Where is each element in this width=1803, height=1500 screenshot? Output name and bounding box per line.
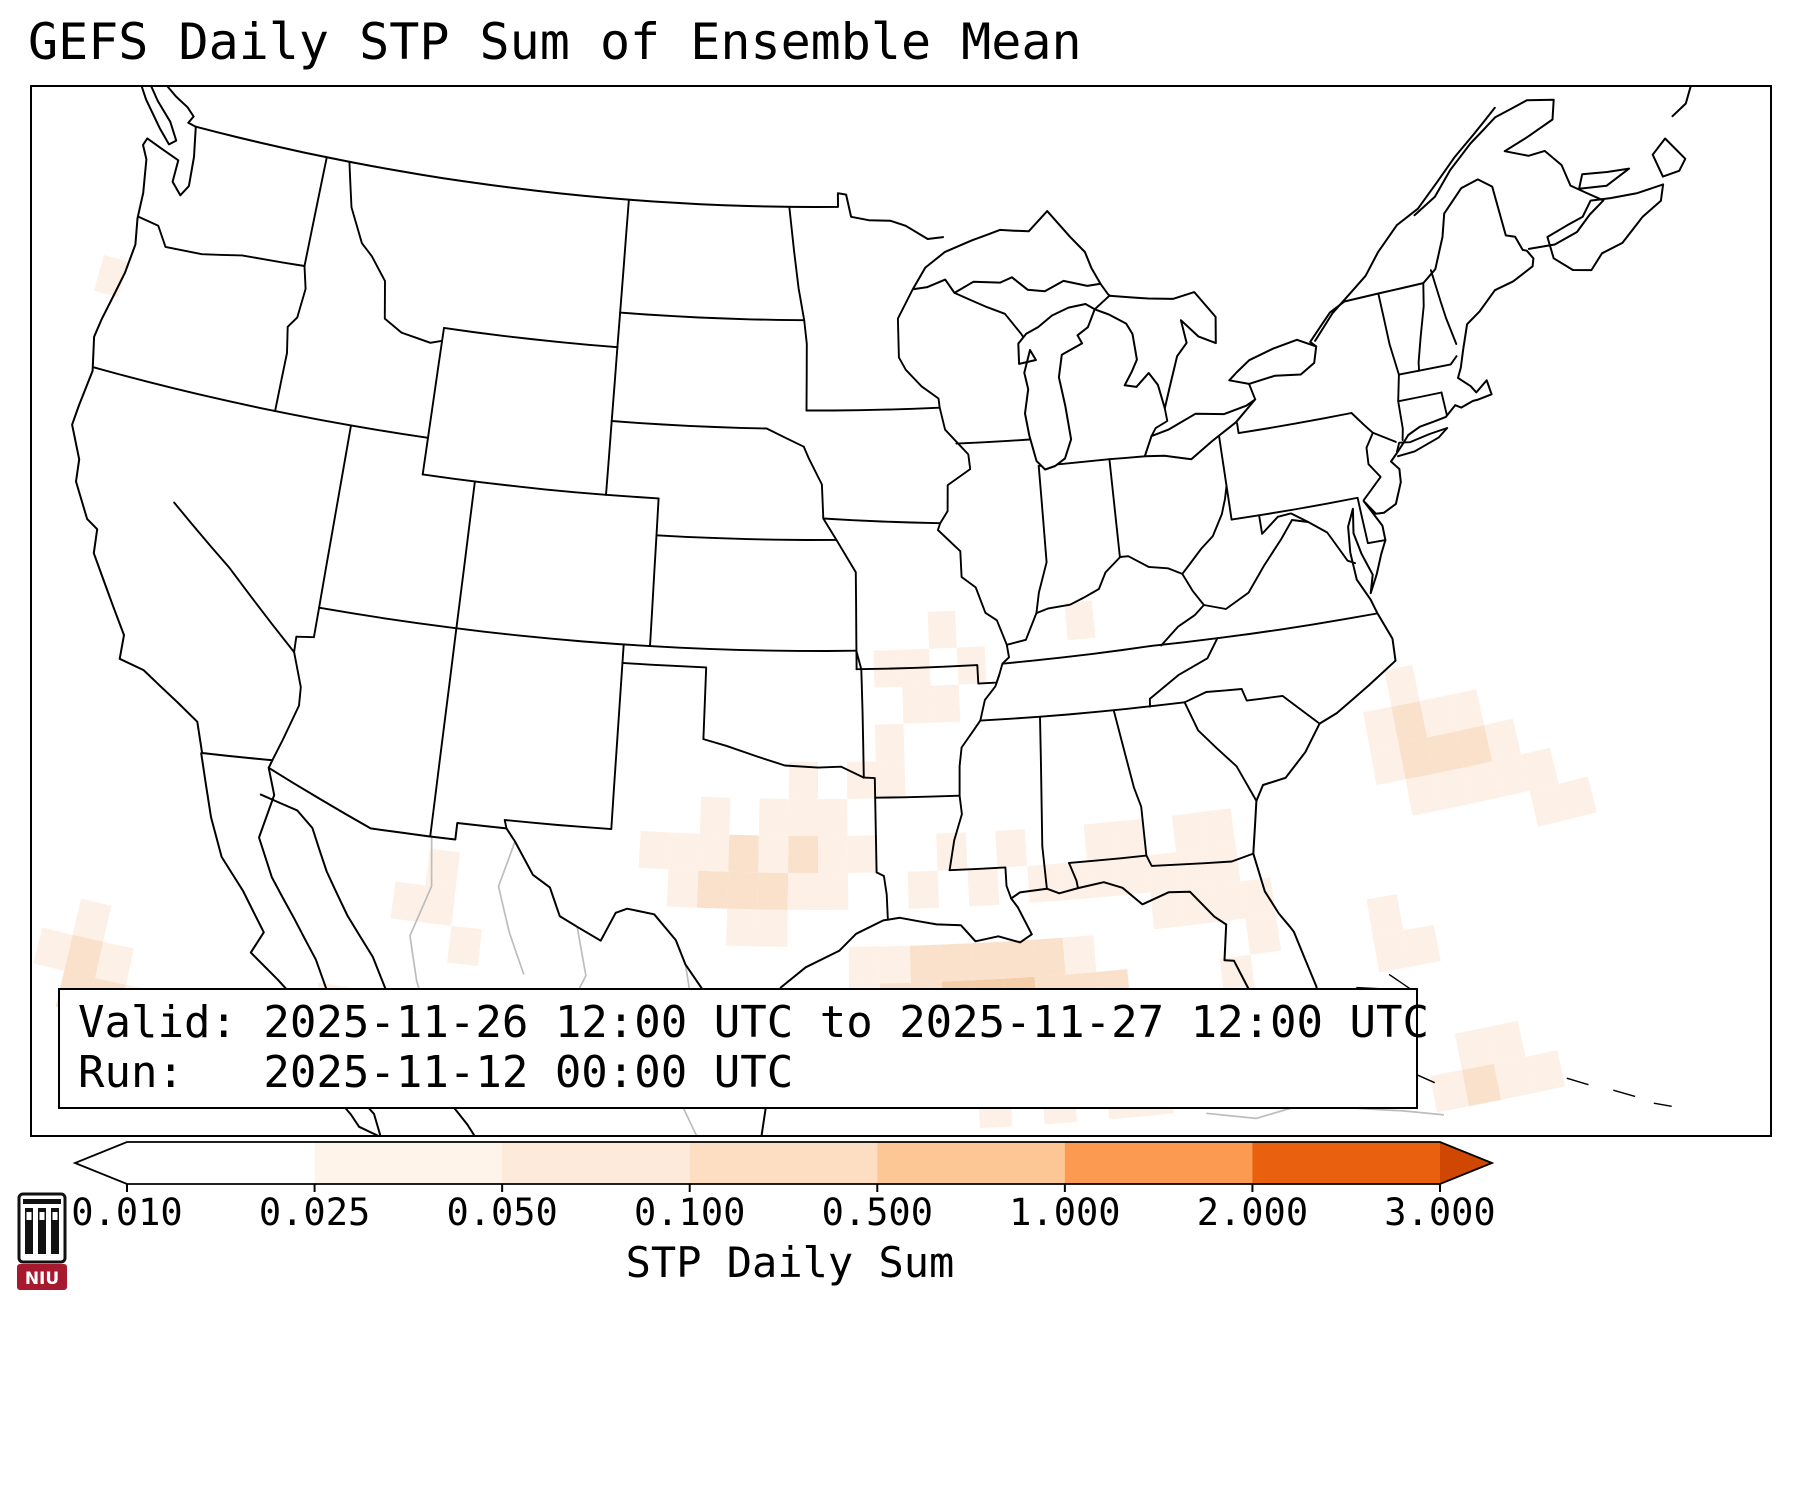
run-line: Run: 2025-11-12 00:00 UTC — [78, 1048, 1398, 1099]
colorbar-label: STP Daily Sum — [625, 1238, 955, 1287]
colorbar-tick-label: 1.000 — [1009, 1191, 1121, 1234]
niu-logo: NIU — [16, 1192, 68, 1292]
us-map — [33, 87, 1692, 1135]
valid-line: Valid: 2025-11-26 12:00 UTC to 2025-11-27… — [78, 996, 1429, 1049]
figure-title: GEFS Daily STP Sum of Ensemble Mean — [28, 13, 1082, 71]
valid-label: Valid: — [78, 996, 237, 1048]
colorbar-tick-label: 0.010 — [71, 1191, 183, 1234]
colorbar-tick-label: 2.000 — [1196, 1191, 1309, 1234]
run-label: Run: — [78, 1047, 184, 1099]
colorbar-tick-label: 3.000 — [1384, 1191, 1496, 1234]
colorbar-tick-label: 0.500 — [821, 1191, 933, 1234]
colorbar-tick-label: 0.050 — [446, 1191, 558, 1234]
valid-value: 2025-11-26 12:00 UTC to 2025-11-27 12:00… — [263, 996, 1429, 1048]
niu-logo-text: NIU — [25, 1269, 59, 1289]
run-value: 2025-11-12 00:00 UTC — [263, 1047, 794, 1099]
colorbar — [72, 1141, 1495, 1192]
map-panel: Valid: 2025-11-26 12:00 UTC to 2025-11-27… — [30, 85, 1772, 1137]
niu-logo-icon: NIU — [17, 1192, 67, 1290]
colorbar-tick-labels: 0.010 0.025 0.050 0.100 0.500 1.000 2.000 3.000 — [60, 1194, 1520, 1236]
colorbar-tick-label: 0.100 — [634, 1191, 746, 1234]
info-box: Valid: 2025-11-26 12:00 UTC to 2025-11-27… — [58, 987, 1429, 1109]
colorbar-tick-label: 0.025 — [258, 1191, 371, 1234]
